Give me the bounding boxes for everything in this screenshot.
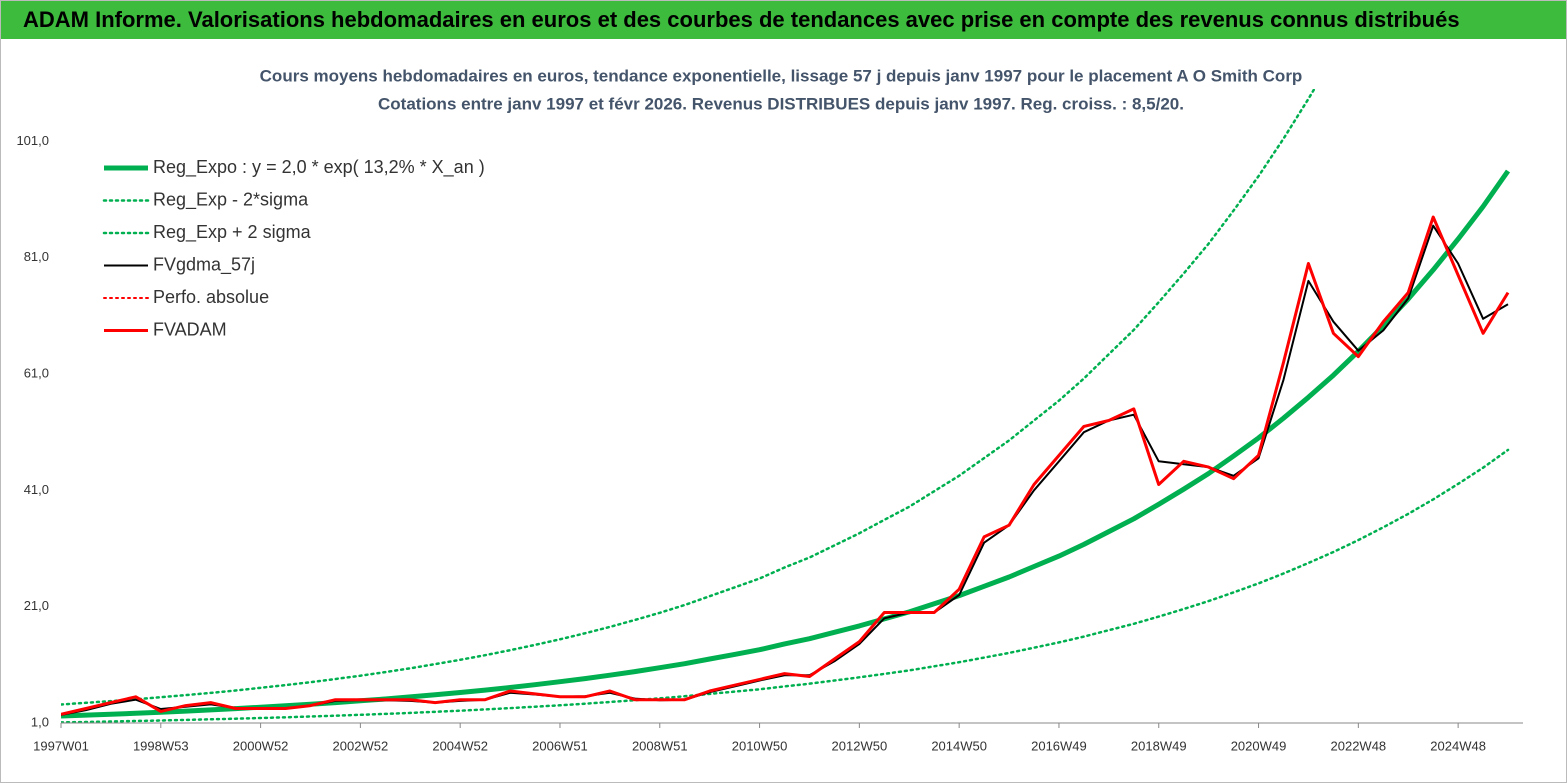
- y-tick-label: 101,0: [16, 133, 49, 148]
- x-tick-label: 1998W53: [133, 738, 189, 753]
- x-tick-label: 2024W48: [1430, 738, 1486, 753]
- x-tick-label: 2004W52: [432, 738, 488, 753]
- legend-label: Perfo. absolue: [153, 287, 269, 307]
- series-line: [61, 215, 1510, 716]
- y-tick-label: 41,0: [24, 482, 49, 497]
- legend-label: FVgdma_57j: [153, 254, 255, 275]
- chart-title: Cours moyens hebdomadaires en euros, ten…: [260, 66, 1303, 85]
- header-title: ADAM Informe. Valorisations hebdomadaire…: [1, 1, 1566, 39]
- x-tick-label: 2006W51: [532, 738, 588, 753]
- y-tick-label: 21,0: [24, 598, 49, 613]
- x-tick-label: 2002W52: [333, 738, 389, 753]
- series-line: [61, 448, 1510, 723]
- legend-label: Reg_Exp - 2*sigma: [153, 189, 309, 210]
- x-tick-label: 2018W49: [1131, 738, 1187, 753]
- y-tick-label: 1,0: [31, 714, 49, 729]
- legend-label: Reg_Expo : y = 2,0 * exp( 13,2% * X_an ): [153, 157, 485, 178]
- x-tick-label: 2010W50: [732, 738, 788, 753]
- legend-label: FVADAM: [153, 319, 227, 339]
- x-tick-label: 2000W52: [233, 738, 289, 753]
- series-line: [61, 89, 1316, 706]
- x-tick-label: 2016W49: [1031, 738, 1087, 753]
- chart-subtitle: Cotations entre janv 1997 et févr 2026. …: [378, 94, 1184, 113]
- x-tick-label: 2012W50: [832, 738, 888, 753]
- y-tick-label: 81,0: [24, 249, 49, 264]
- legend-label: Reg_Exp + 2 sigma: [153, 222, 312, 243]
- y-tick-label: 61,0: [24, 365, 49, 380]
- x-tick-label: 2022W48: [1331, 738, 1387, 753]
- x-tick-label: 2014W50: [931, 738, 987, 753]
- x-tick-label: 2008W51: [632, 738, 688, 753]
- x-tick-label: 2020W49: [1231, 738, 1287, 753]
- series-line: [61, 169, 1511, 719]
- x-tick-label: 1997W01: [33, 738, 89, 753]
